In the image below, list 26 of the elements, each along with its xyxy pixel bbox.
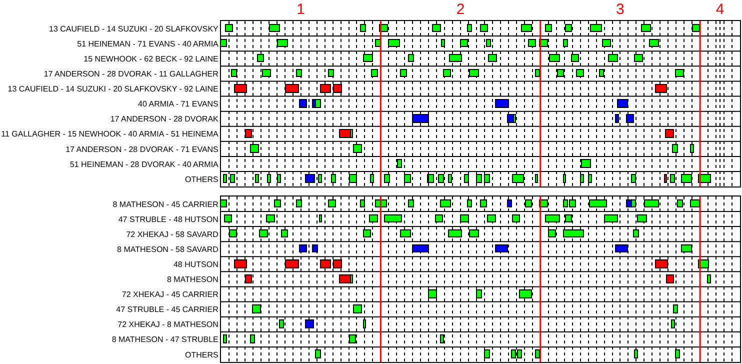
x-tick-label: 3 (616, 1, 624, 18)
y-tick-label: 51 HEINEMAN - 28 DVORAK - 40 ARMIA (70, 160, 220, 169)
y-tick-label: 47 STRUBLE - 48 HUTSON (118, 214, 219, 224)
x-tick-label: 2 (456, 1, 465, 18)
y-tick-label: 13 CAUFIELD - 14 SUZUKI - 20 SLAFKOVSKY - 92 LAINE (8, 84, 218, 94)
y-tick-label: 8 MATHESON - 45 CARRIER (112, 200, 219, 209)
y-tick-label: 17 ANDERSON - 28 DVORAK - 71 EVANS (66, 144, 218, 154)
y-tick-label: OTHERS (185, 350, 218, 360)
y-tick-label: 72 XHEKAJ - 58 SAVARD (126, 230, 219, 239)
y-tick-label: 72 XHEKAJ - 45 CARRIER (122, 290, 219, 300)
y-tick-label: 8 MATHESON - 47 STRUBLE (112, 335, 218, 344)
y-tick-label: 13 CAUFIELD - 14 SUZUKI - 20 SLAFKOVSKY (49, 24, 220, 34)
y-tick-label: 51 HEINEMAN - 71 EVANS - 40 ARMIA (77, 39, 220, 48)
y-tick-label: 8 MATHESON (166, 275, 219, 284)
y-tick-label: 40 ARMIA - 71 EVANS (138, 100, 218, 109)
y-tick-label: 47 STRUBLE - 45 CARRIER (116, 305, 219, 314)
y-tick-label: 17 ANDERSON - 28 DVORAK (110, 114, 220, 124)
x-tick-label: 4 (716, 1, 724, 18)
y-tick-label: 8 MATHESON - 58 SAVARD (117, 244, 219, 254)
y-tick-label: 11 GALLAGHER - 15 NEWHOOK - 40 ARMIA - 51 HEINEMA (1, 130, 220, 139)
y-tick-label: 48 HUTSON (173, 260, 219, 269)
y-tick-label: OTHERS (185, 174, 218, 184)
y-tick-label: 72 XHEKAJ - 8 MATHESON (118, 320, 219, 330)
y-tick-label: 15 NEWHOOK - 62 BECK - 92 LAINE (84, 54, 218, 64)
y-tick-label: 17 ANDERSON - 28 DVORAK - 11 GALLAGHER (44, 69, 219, 78)
x-tick-label: 1 (296, 1, 306, 18)
